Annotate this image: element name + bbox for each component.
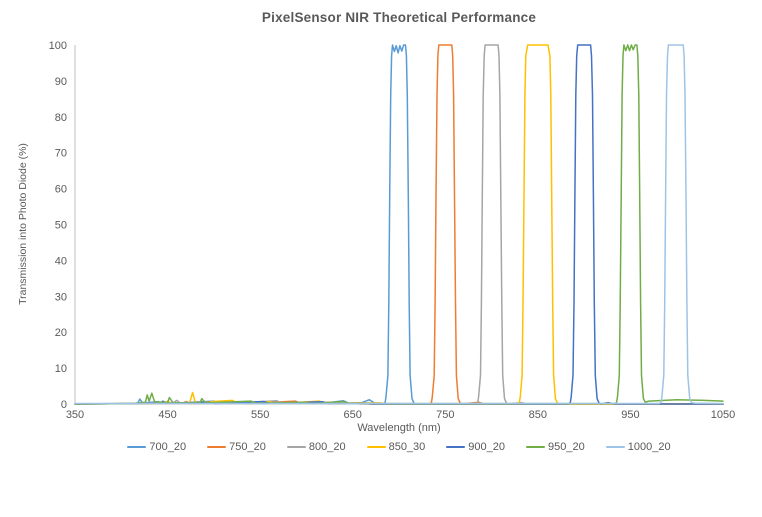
series-line-900_20 bbox=[74, 44, 724, 405]
legend-marker-800_20 bbox=[286, 446, 306, 448]
x-tick-label: 850 bbox=[529, 409, 547, 421]
x-tick-label: 1050 bbox=[711, 409, 735, 421]
series-line-750_20 bbox=[74, 44, 724, 405]
series-line-1000_20 bbox=[74, 44, 724, 405]
legend-marker-900_20 bbox=[446, 446, 466, 448]
series-line-950_20 bbox=[74, 44, 724, 405]
x-tick-label: 750 bbox=[436, 409, 454, 421]
legend-marker-950_20 bbox=[526, 446, 546, 448]
legend-label: 850_30 bbox=[388, 441, 426, 453]
legend-marker-850_30 bbox=[366, 446, 386, 448]
legend-marker-750_20 bbox=[207, 446, 227, 448]
y-tick-label: 40 bbox=[55, 255, 67, 267]
legend-item-1000_20: 1000_20 bbox=[605, 441, 671, 453]
y-tick-label: 100 bbox=[49, 40, 67, 52]
y-tick-label: 70 bbox=[55, 148, 67, 160]
y-tick-label: 60 bbox=[55, 184, 67, 196]
y-tick-label: 30 bbox=[55, 291, 67, 303]
legend-label: 950_20 bbox=[548, 441, 585, 453]
legend-marker-700_20 bbox=[127, 446, 147, 448]
legend-item-800_20: 800_20 bbox=[286, 441, 346, 453]
y-tick-label: 50 bbox=[55, 220, 67, 232]
legend: 700_20 750_20 800_20 850_30 900_20 950_20 1000… bbox=[75, 441, 723, 453]
y-tick-label: 90 bbox=[55, 76, 67, 88]
series-line-700_20 bbox=[74, 44, 724, 405]
x-tick-label: 450 bbox=[158, 409, 176, 421]
legend-item-700_20: 700_20 bbox=[127, 441, 186, 453]
legend-item-750_20: 750_20 bbox=[207, 441, 266, 453]
legend-item-850_30: 850_30 bbox=[366, 441, 426, 453]
series-line-800_20 bbox=[74, 44, 724, 405]
x-axis-title: Wavelength (nm) bbox=[357, 422, 441, 434]
y-tick-label: 80 bbox=[55, 112, 67, 124]
x-tick-label: 650 bbox=[344, 409, 362, 421]
legend-label: 800_20 bbox=[308, 441, 346, 453]
legend-item-900_20: 900_20 bbox=[446, 441, 505, 453]
legend-marker-1000_20 bbox=[605, 446, 625, 448]
chart-title: PixelSensor NIR Theoretical Performance bbox=[261, 10, 537, 25]
legend-label: 700_20 bbox=[149, 441, 187, 453]
legend-label: 1000_20 bbox=[627, 441, 671, 453]
legend-label: 900_20 bbox=[468, 441, 506, 453]
x-tick-label: 350 bbox=[66, 409, 84, 421]
x-tick-label: 550 bbox=[251, 409, 269, 421]
y-tick-label: 10 bbox=[55, 363, 67, 375]
legend-label: 750_20 bbox=[229, 441, 266, 453]
series-line-850_30 bbox=[74, 44, 724, 405]
x-tick-label: 950 bbox=[621, 409, 639, 421]
y-tick-label: 0 bbox=[61, 399, 67, 411]
legend-item-950_20: 950_20 bbox=[526, 441, 585, 453]
y-tick-label: 20 bbox=[55, 327, 67, 339]
